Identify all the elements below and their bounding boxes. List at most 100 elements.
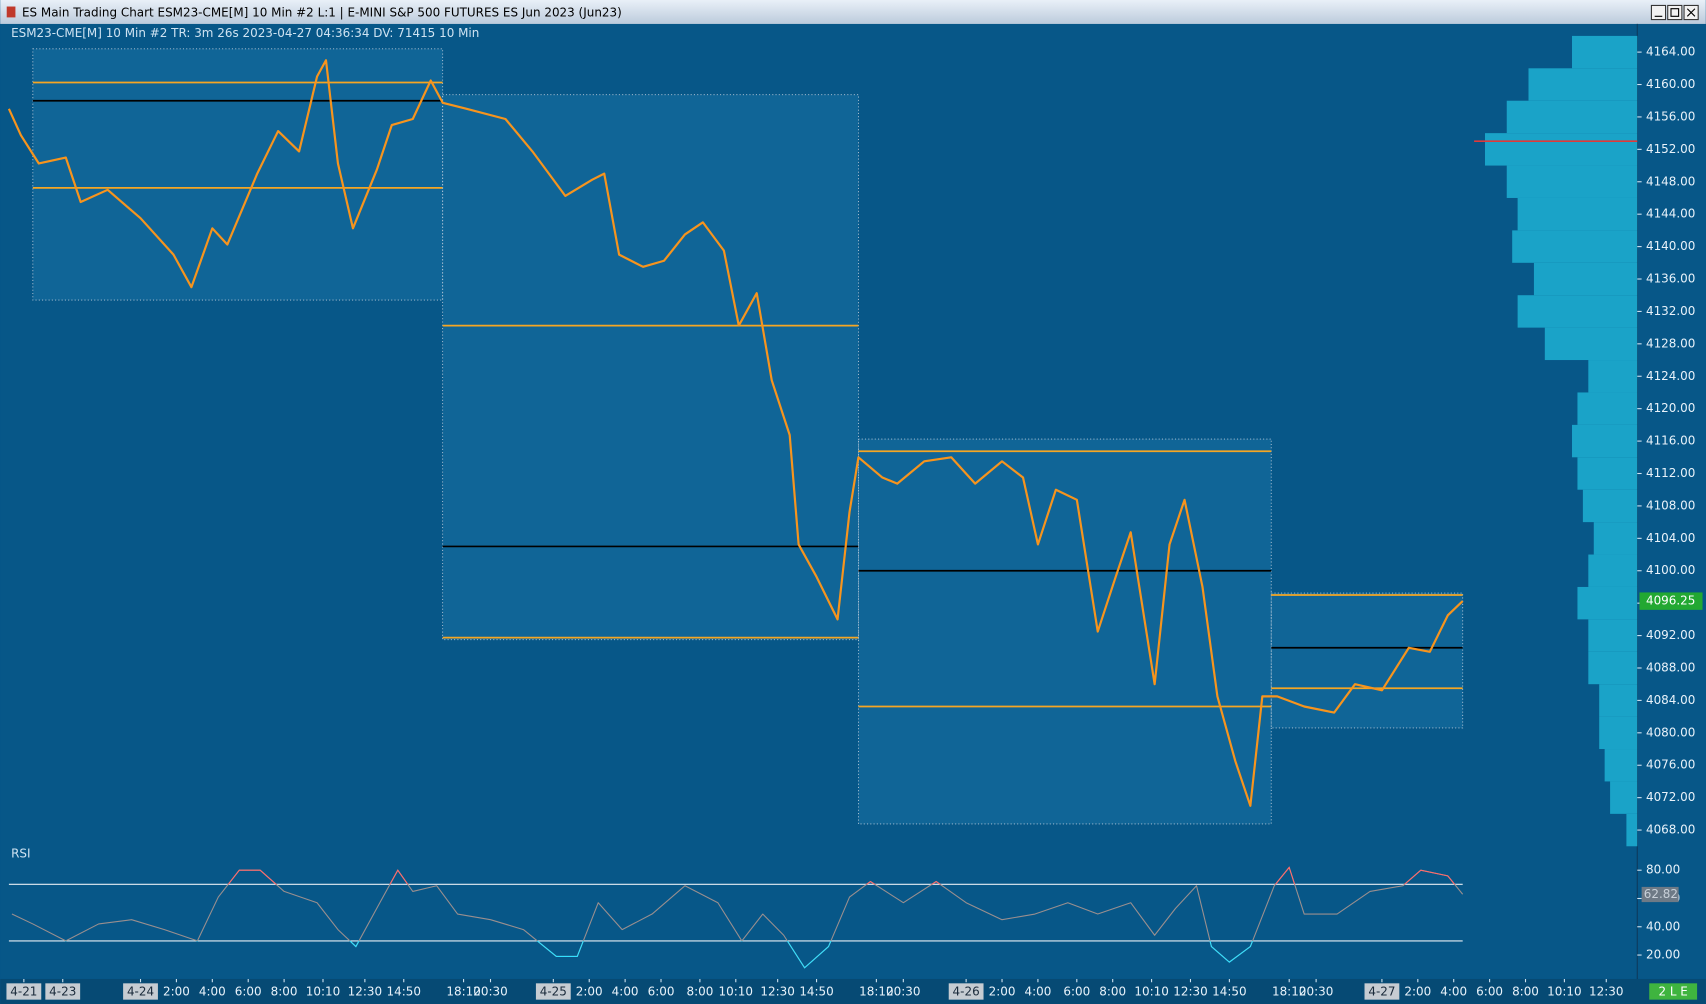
y-tick-label: 4116.00 [1646, 434, 1695, 448]
x-tick-label: 18:10 [1272, 985, 1306, 999]
x-tick-label: 6:00 [1063, 985, 1090, 999]
volume-profile-bar [1610, 781, 1638, 814]
last-price-box [1639, 592, 1703, 610]
x-tick-label: 8:00 [686, 985, 713, 999]
time-axis-bar [0, 978, 1706, 1004]
x-tick-label: 20:30 [886, 985, 920, 999]
volume-profile-bar [1528, 68, 1638, 101]
y-tick-label: 4120.00 [1646, 401, 1695, 415]
x-tick-label: 6:00 [648, 985, 675, 999]
volume-profile-bar [1599, 716, 1638, 750]
rsi-overbought [227, 866, 1456, 885]
volume-profile-bar [1626, 813, 1638, 847]
x-tick-label: 2:00 [989, 985, 1016, 999]
date-tick-bg [535, 983, 571, 1000]
volume-profile-bar [1484, 133, 1638, 166]
volume-profile-bar [1588, 554, 1638, 587]
status-text: 2 L E [1658, 985, 1687, 999]
y-tick-label: 4104.00 [1646, 531, 1695, 545]
x-tick-label: 12:30 [1173, 985, 1207, 999]
y-tick-label: 4084.00 [1646, 693, 1695, 707]
volume-profile-bar [1577, 392, 1638, 425]
session-box [32, 48, 444, 301]
y-tick-label: 4092.00 [1646, 628, 1695, 642]
title-bar [0, 0, 1706, 24]
volume-profile-bar [1512, 230, 1638, 263]
x-tick-label: 18:10 [859, 985, 893, 999]
volume-profile-bar [1572, 424, 1638, 458]
session-box [858, 438, 1272, 825]
y-tick-label: 4164.00 [1646, 45, 1695, 59]
y-tick-label: 4152.00 [1646, 142, 1695, 156]
y-tick-label: 4108.00 [1646, 498, 1695, 512]
window-buttons[interactable] [1650, 4, 1699, 21]
volume-profile-bar [1588, 360, 1638, 393]
volume-profile-bar [1544, 327, 1638, 361]
x-tick-label: 8:00 [1099, 985, 1126, 999]
session-box [442, 94, 859, 641]
window-title: ES Main Trading Chart ESM23-CME[M] 10 Mi… [22, 6, 622, 20]
volume-profile-bar [1599, 684, 1638, 717]
date-tick-label: 4-23 [49, 985, 76, 999]
x-tick-label: 10:10 [306, 985, 340, 999]
y-tick-label: 4072.00 [1646, 790, 1695, 804]
volume-profile-bar [1533, 262, 1638, 296]
y-tick-label: 4156.00 [1646, 109, 1695, 123]
maximize-button[interactable] [1667, 4, 1683, 21]
volume-profile-bar [1506, 165, 1638, 198]
date-tick-label: 4-21 [10, 985, 37, 999]
date-tick-bg [45, 983, 81, 1000]
rsi-title: RSI [11, 846, 30, 860]
app-icon [6, 6, 16, 18]
x-tick-label: 12:30 [348, 985, 382, 999]
price-line [7, 59, 1464, 807]
volume-profile-bar [1582, 489, 1638, 523]
x-tick-label: 2:00 [1404, 985, 1431, 999]
date-tick-bg [1364, 983, 1400, 1000]
x-tick-label: 12:30 [760, 985, 794, 999]
x-tick-label: 14:50 [799, 985, 833, 999]
date-tick-label: 4-24 [127, 985, 154, 999]
volume-profile-bar [1588, 619, 1638, 652]
volume-profile-bar [1572, 35, 1638, 69]
x-tick-label: 14:50 [387, 985, 421, 999]
date-tick-bg [948, 983, 984, 1000]
volume-profile-bar [1588, 651, 1638, 685]
chart-info: ESM23-CME[M] 10 Min #2 TR: 3m 26s 2023-0… [11, 26, 479, 40]
date-tick-label: 4-26 [953, 985, 980, 999]
x-tick-label: 14:50 [1212, 985, 1246, 999]
x-tick-label: 8:00 [1512, 985, 1539, 999]
status-box [1649, 983, 1698, 1000]
rsi-oversold [64, 940, 1254, 969]
y-tick-label: 4068.00 [1646, 823, 1695, 837]
x-tick-label: 4:00 [199, 985, 226, 999]
y-tick-label: 4100.00 [1646, 563, 1695, 577]
y-tick-label: 4140.00 [1646, 239, 1695, 253]
date-tick-label: 4-27 [1368, 985, 1395, 999]
button-glyphs [1654, 8, 1696, 17]
y-tick-label: 4088.00 [1646, 660, 1695, 674]
y-tick-label: 4080.00 [1646, 725, 1695, 739]
volume-profile-bar [1517, 295, 1638, 328]
x-tick-label: 2:00 [576, 985, 603, 999]
y-tick-label: 4136.00 [1646, 272, 1695, 286]
y-tick-label: 4112.00 [1646, 466, 1695, 480]
x-tick-label: 8:00 [271, 985, 298, 999]
session-box [1270, 592, 1464, 729]
x-tick-label: 6:00 [235, 985, 262, 999]
x-tick-label: 4:00 [1024, 985, 1051, 999]
x-tick-label: 20:30 [1299, 985, 1333, 999]
last-price-label: 4096.25 [1646, 594, 1695, 608]
x-tick-label: 2:00 [163, 985, 190, 999]
volume-profile-bar [1577, 586, 1638, 620]
rsi-last-label: 62.82 [1644, 887, 1678, 901]
minimize-button[interactable] [1650, 4, 1667, 21]
y-tick-label: 4144.00 [1646, 207, 1695, 221]
volume-profile-bar [1593, 522, 1638, 555]
x-tick-label: 18:10 [446, 985, 480, 999]
volume-profile-bar [1517, 197, 1638, 231]
y-tick-label: 4148.00 [1646, 174, 1695, 188]
